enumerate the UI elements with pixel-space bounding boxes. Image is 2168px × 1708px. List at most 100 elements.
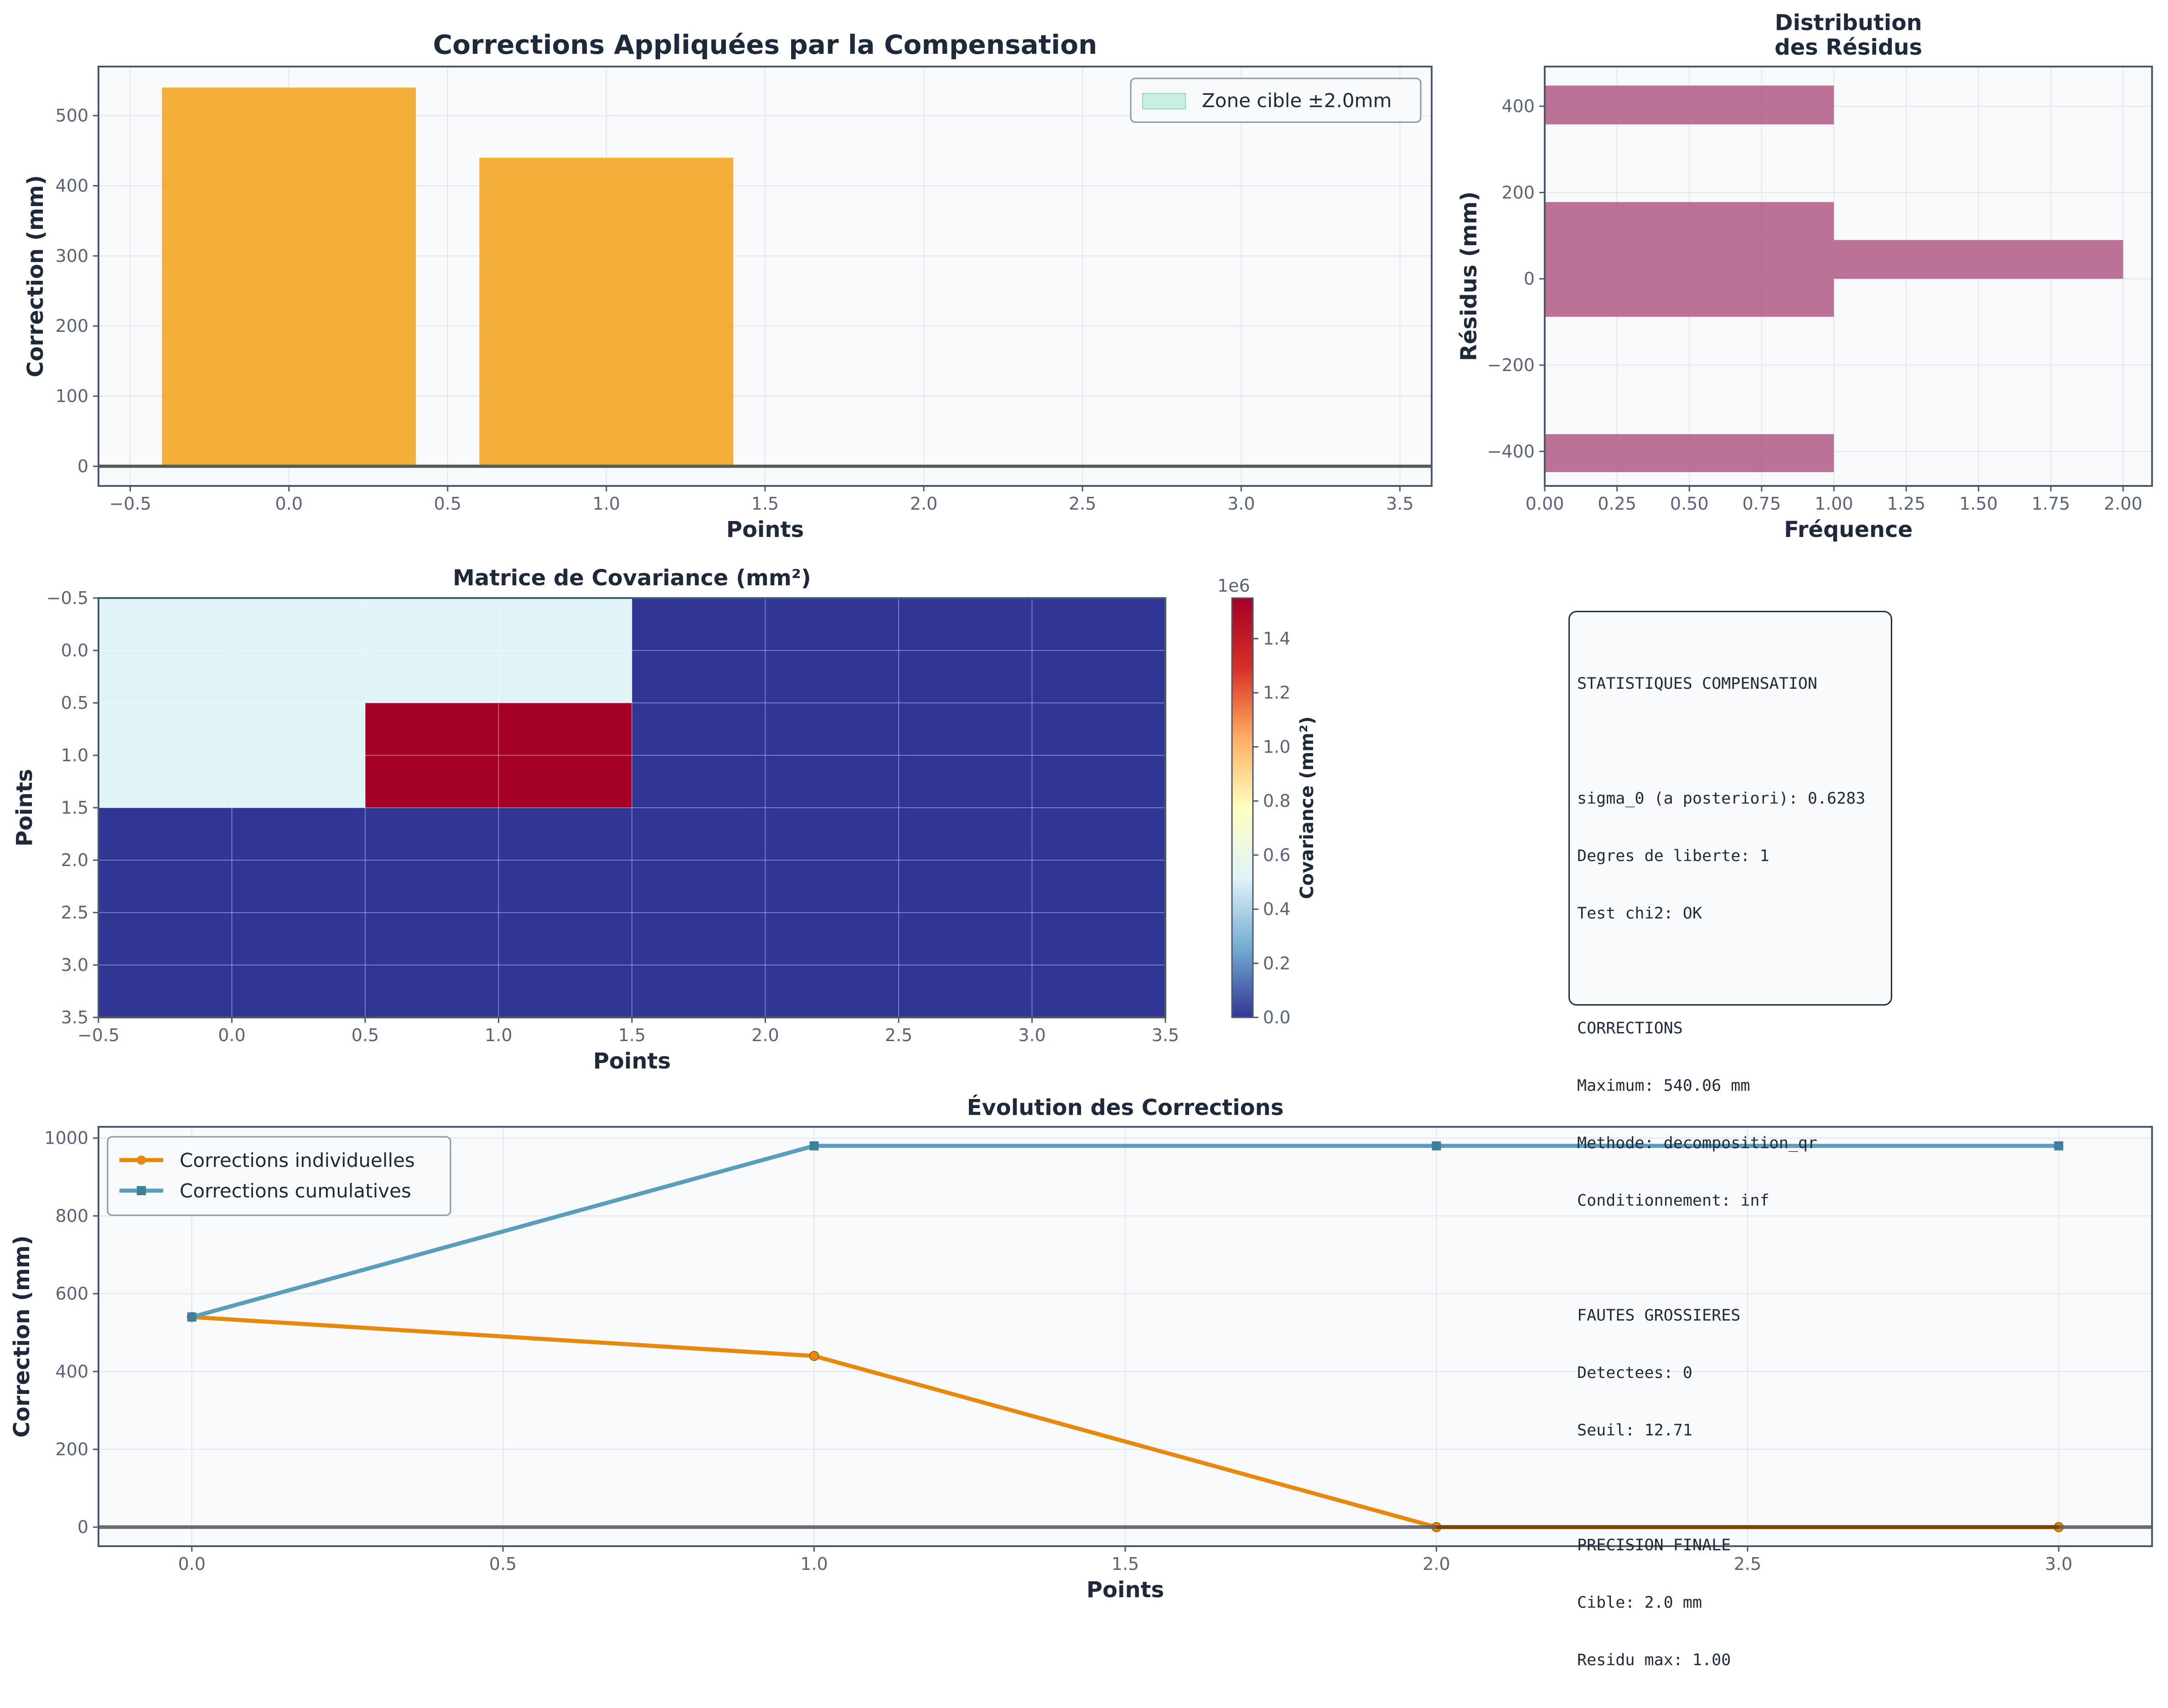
chart-title-line2: des Résidus xyxy=(1775,35,1922,60)
figure: −0.5 0.0 0.5 1.0 1.5 2.0 2.5 3.0 3.5 0 100 200 300 40… xyxy=(9,10,2153,1669)
x-axis-label: Fréquence xyxy=(1784,517,1913,542)
colorbar-bar xyxy=(1231,597,1254,1018)
chart-title: Corrections Appliquées par la Compensati… xyxy=(433,29,1097,60)
stats-line: Residu max: 1.00 xyxy=(1577,1651,1731,1669)
heatmap-cell xyxy=(899,598,1165,703)
point-marker-cumulatives xyxy=(187,1312,197,1322)
point-marker-cumulatives xyxy=(1432,1141,1441,1151)
residus-chart: 0.00 0.25 0.50 0.75 1.00 1.25 1.50 1.75 2.00 −400… xyxy=(1456,10,2153,542)
legend: Corrections individuelles Corrections cum… xyxy=(107,1136,451,1216)
heatmap-cell xyxy=(98,703,365,808)
x-tick-label: 0.50 xyxy=(1670,494,1709,514)
x-tick-label: 0.0 xyxy=(218,1025,245,1045)
x-tick-label: 2.5 xyxy=(885,1025,912,1045)
y-tick-label: 600 xyxy=(55,1284,88,1304)
x-tick-label: 1.00 xyxy=(1815,494,1853,514)
x-tick-label: 2.0 xyxy=(1423,1554,1450,1574)
heatmap-cell xyxy=(632,913,899,1017)
x-tick-label: 1.50 xyxy=(1959,494,1998,514)
legend-swatch-zone xyxy=(1142,93,1186,109)
point-marker-cumulatives xyxy=(809,1141,819,1151)
axes-frame xyxy=(1544,66,2153,487)
stats-line: Degres de liberte: 1 xyxy=(1577,847,1770,865)
x-tick-label: 3.5 xyxy=(1386,494,1413,514)
y-tick-label: 400 xyxy=(1501,96,1535,116)
stats-line: STATISTIQUES COMPENSATION xyxy=(1577,675,1817,693)
legend-label: Corrections individuelles xyxy=(180,1149,415,1171)
x-tick-label: 0.0 xyxy=(178,1554,206,1574)
y-tick-label: 500 xyxy=(55,106,88,126)
heatmap-cell xyxy=(365,703,632,808)
heatmap-cell xyxy=(632,598,899,703)
x-tick-label: 2.0 xyxy=(751,1025,779,1045)
y-tick-label: 800 xyxy=(55,1206,88,1226)
x-tick-label: 1.5 xyxy=(1112,1554,1139,1574)
stats-line xyxy=(1577,732,1883,751)
point-marker-individuelles xyxy=(809,1351,819,1361)
legend-marker-individuelles xyxy=(137,1156,146,1165)
stats-line: Cible: 2.0 mm xyxy=(1577,1594,1702,1612)
stats-line: Conditionnement: inf xyxy=(1577,1192,1770,1210)
residual-bin-bar xyxy=(1545,240,2123,279)
colorbar-tick-label: 0.2 xyxy=(1263,953,1290,973)
legend-marker-cumulatives xyxy=(137,1186,146,1195)
stats-line: Seuil: 12.71 xyxy=(1577,1421,1692,1440)
chart-title: Évolution des Corrections xyxy=(967,1094,1284,1120)
heatmap-cell xyxy=(365,808,632,913)
correction-bar xyxy=(479,158,734,466)
x-tick-label: 1.5 xyxy=(751,494,779,514)
x-tick-label: 1.0 xyxy=(593,494,620,514)
colorbar-tick-label: 1.4 xyxy=(1263,629,1290,649)
covariance-chart: −0.5 −0.5 0.0 0.0 0.5 0.5 1.0 1.0 1.5 1.5 2.0 2.0 2.… xyxy=(12,565,1318,1074)
stats-line: Maximum: 540.06 mm xyxy=(1577,1077,1750,1095)
heatmap-cell xyxy=(98,598,365,703)
residual-bin-bar xyxy=(1545,202,1834,240)
heatmap-cell xyxy=(365,913,632,1017)
y-tick-label: −200 xyxy=(1487,355,1535,375)
x-tick-label: 0.0 xyxy=(275,494,302,514)
y-tick-label: 3.5 xyxy=(61,1007,88,1027)
x-tick-label: 2.5 xyxy=(1734,1554,1761,1574)
y-tick-label: 0.0 xyxy=(61,640,88,660)
colorbar: 0.0 0.2 0.4 0.6 0.8 1.0 1.2 1.4 1e6 Covariance (m… xyxy=(1217,576,1318,1027)
x-tick-label: 2.00 xyxy=(2104,494,2142,514)
colorbar-tick-label: 0.6 xyxy=(1263,845,1290,865)
y-tick-label: 0 xyxy=(78,1517,88,1537)
y-tick-label: −0.5 xyxy=(47,588,88,608)
legend-frame xyxy=(1130,77,1422,123)
heatmap-cell xyxy=(899,913,1165,1017)
y-tick-label: 2.5 xyxy=(61,903,88,923)
evolution-chart: 0.0 0.5 1.0 1.5 2.0 2.5 3.0 0 200 400 600 800 1000 Co… xyxy=(9,1094,2153,1603)
point-marker-cumulatives xyxy=(2054,1141,2064,1151)
y-tick-label: 1.0 xyxy=(61,745,88,765)
x-axis-label: Points xyxy=(726,517,804,542)
legend-label: Corrections cumulatives xyxy=(180,1180,411,1202)
colorbar-tick-label: 0.4 xyxy=(1263,899,1290,919)
x-tick-label: 0.5 xyxy=(489,1554,517,1574)
y-tick-label: 300 xyxy=(55,246,88,266)
heatmap-cell xyxy=(365,598,632,703)
colorbar-tick-label: 0.0 xyxy=(1263,1007,1290,1027)
y-tick-label: 1.5 xyxy=(61,798,88,818)
x-tick-label: 1.0 xyxy=(485,1025,512,1045)
legend: Zone cible ±2.0mm xyxy=(1130,77,1422,123)
series-line-cumulatives xyxy=(191,1144,2059,1319)
x-tick-label: 1.0 xyxy=(800,1554,828,1574)
y-tick-label: 200 xyxy=(55,1439,88,1459)
x-tick-label: 3.0 xyxy=(1018,1025,1045,1045)
colorbar-tick-label: 1.2 xyxy=(1263,683,1290,703)
axes-frame xyxy=(98,597,1166,1018)
x-tick-label: 1.75 xyxy=(2032,494,2070,514)
heatmap-cell xyxy=(98,808,365,913)
residual-bin-bar xyxy=(1545,85,1834,124)
y-tick-label: 0 xyxy=(78,456,88,476)
x-tick-label: 1.25 xyxy=(1887,494,1926,514)
x-axis-label: Points xyxy=(1087,1577,1164,1603)
colorbar-label: Covariance (mm²) xyxy=(1297,716,1318,899)
stats-panel: STATISTIQUES COMPENSATION sigma_0 (a pos… xyxy=(1568,611,1892,1669)
x-tick-label: 2.5 xyxy=(1069,494,1096,514)
x-tick-label: −0.5 xyxy=(109,494,151,514)
x-tick-label: 0.5 xyxy=(352,1025,379,1045)
y-tick-label: −400 xyxy=(1487,441,1535,461)
stats-line xyxy=(1577,1478,1883,1497)
